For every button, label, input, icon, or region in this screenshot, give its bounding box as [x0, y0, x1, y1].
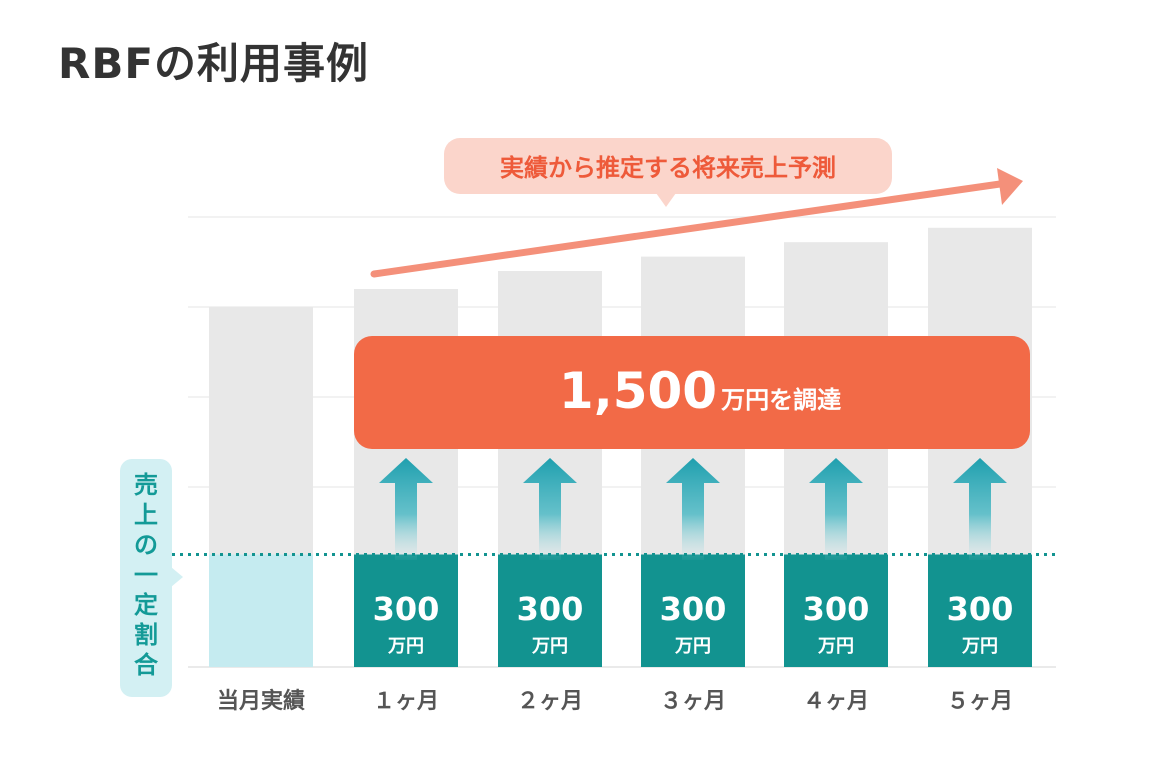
side-label-box [120, 459, 172, 697]
forecast-arrow-head-icon [997, 168, 1023, 205]
x-tick-label: ３ヶ月 [660, 689, 726, 714]
funding-amount: 1,500 [559, 362, 717, 420]
forecast-trend-line [370, 180, 1004, 278]
share-unit-label: 万円 [387, 636, 424, 657]
share-bar [928, 554, 1032, 667]
share-bar [641, 554, 745, 667]
share-value-label: 300 [803, 590, 870, 628]
funding-banner-text: 1,500 万円を調達 [559, 362, 841, 420]
funding-banner [354, 336, 1030, 449]
side-label-char: 割 [134, 621, 158, 649]
side-label-char: 上 [134, 501, 158, 529]
share-bar [354, 554, 458, 667]
side-label-char: 合 [134, 651, 159, 679]
x-tick-label: ４ヶ月 [803, 689, 869, 714]
side-label-char: 売 [134, 471, 158, 499]
side-label-char: 定 [134, 591, 158, 619]
up-arrow-icon [379, 458, 433, 560]
forecast-bubble-pointer [656, 193, 676, 207]
share-bar [498, 554, 602, 667]
share-bar [784, 554, 888, 667]
share-value-label: 300 [660, 590, 727, 628]
forecast-label: 実績から推定する将来売上予測 [500, 154, 836, 182]
side-label-char: 一 [134, 561, 158, 589]
funding-suffix: 万円を調達 [721, 386, 841, 414]
share-unit-label: 万円 [961, 636, 998, 657]
up-arrow-icon [953, 458, 1007, 560]
side-label-pointer [171, 567, 183, 587]
up-arrow-icon [523, 458, 577, 560]
share-value-label: 300 [947, 590, 1014, 628]
share-value-label: 300 [517, 590, 584, 628]
share-unit-label: 万円 [674, 636, 711, 657]
x-tick-label: ５ヶ月 [947, 689, 1013, 714]
x-tick-label: ２ヶ月 [517, 689, 583, 714]
side-label-char: の [134, 531, 158, 559]
share-value-label: 300 [373, 590, 440, 628]
forecast-label-bubble [444, 138, 892, 194]
x-tick-label: 当月実績 [217, 688, 305, 714]
share-unit-label: 万円 [817, 636, 854, 657]
up-arrow-icon [809, 458, 863, 560]
up-arrow-icon [666, 458, 720, 560]
share-unit-label: 万円 [531, 636, 568, 657]
page-title: RBFの利用事例 [58, 39, 370, 88]
current-share-bar [209, 554, 313, 667]
x-tick-label: １ヶ月 [373, 689, 439, 714]
